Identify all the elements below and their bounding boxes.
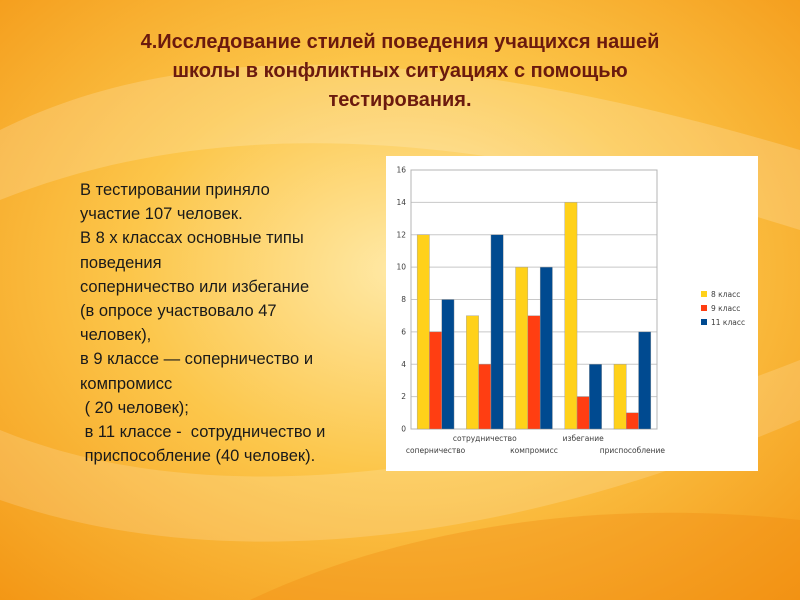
bar-layer — [416, 202, 652, 430]
bar-8-class — [613, 364, 627, 430]
legend-label: 11 класс — [711, 318, 745, 327]
x-category-label: компромисс — [510, 446, 558, 455]
legend-swatch — [701, 305, 707, 311]
y-tick-label: 14 — [396, 198, 406, 207]
x-category-label: соперничество — [406, 446, 466, 455]
text-line: в 11 классе - сотрудничество и — [80, 423, 326, 442]
legend-swatch — [701, 319, 707, 325]
x-category-label: сотрудничество — [453, 434, 517, 443]
y-tick-label: 0 — [401, 425, 406, 434]
bar-8-class — [515, 266, 529, 430]
bar-11-class — [539, 266, 553, 430]
y-tick-label: 8 — [401, 295, 406, 304]
x-category-label: приспособление — [600, 446, 666, 455]
text-line: поведения — [80, 253, 162, 272]
legend-swatch — [701, 291, 707, 297]
bar-chart: 0 2 4 6 8 10 12 14 16 соперничество сотрудничество… — [396, 166, 745, 456]
label-layer: 0 2 4 6 8 10 12 14 16 соперничество сотрудничество… — [396, 166, 665, 456]
bar-11-class — [638, 331, 652, 430]
title-line-2: школы в конфликтных ситуациях с помощью — [172, 60, 628, 82]
slide-title: 4.Исследование стилей поведения учащихся… — [60, 28, 740, 115]
title-line-3: тестирования. — [328, 89, 472, 111]
bar-8-class — [466, 315, 479, 430]
x-category-label: избегание — [563, 434, 604, 443]
y-tick-label: 2 — [401, 392, 406, 401]
text-line: соперничество или избегание — [80, 277, 310, 296]
bar-8-class — [564, 202, 578, 430]
text-line: человек), — [80, 326, 152, 345]
description-text: В тестировании приняло участие 107 челов… — [80, 178, 385, 468]
legend-label: 8 класс — [711, 290, 740, 299]
y-tick-label: 6 — [401, 327, 406, 336]
y-tick-label: 10 — [396, 263, 406, 272]
legend-label: 9 класс — [711, 304, 740, 313]
chart-panel: 0 2 4 6 8 10 12 14 16 соперничество сотрудничество… — [386, 156, 758, 471]
bar-9-class — [429, 331, 442, 430]
bar-8-class — [416, 234, 430, 430]
text-line: приспособление (40 человек). — [80, 447, 316, 466]
text-line: В 8 х классах основные типы — [80, 229, 304, 248]
bar-11-class — [441, 299, 455, 430]
legend: 8 класс 9 класс 11 класс — [701, 290, 745, 327]
title-line-1: 4.Исследование стилей поведения учащихся… — [140, 31, 660, 53]
bar-9-class — [626, 412, 639, 430]
bar-9-class — [527, 315, 541, 430]
y-tick-label: 12 — [396, 230, 406, 239]
text-line: ( 20 человек); — [80, 398, 189, 417]
y-tick-label: 4 — [401, 360, 406, 369]
text-line: (в опросе участвовало 47 — [80, 302, 277, 321]
text-line: компромисс — [80, 374, 173, 393]
text-line: в 9 классе — соперничество и — [80, 350, 314, 369]
text-line: В тестировании приняло — [80, 181, 270, 199]
bar-9-class — [478, 364, 492, 430]
bar-11-class — [490, 234, 504, 430]
bar-11-class — [589, 364, 602, 430]
bar-9-class — [576, 396, 590, 430]
text-line: участие 107 человек. — [80, 205, 243, 224]
y-tick-label: 16 — [396, 166, 406, 175]
